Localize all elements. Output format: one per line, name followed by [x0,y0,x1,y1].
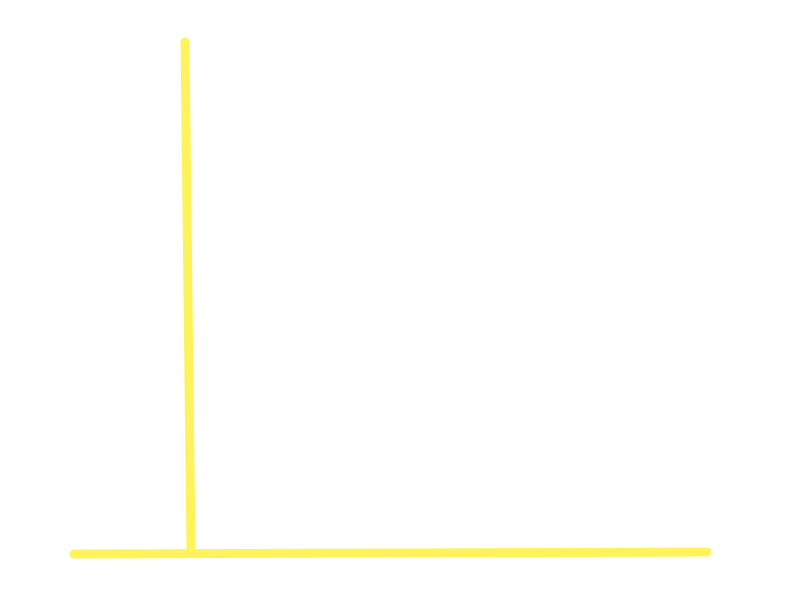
vertical-stroke [180,37,196,555]
horizontal-stroke [69,547,712,559]
